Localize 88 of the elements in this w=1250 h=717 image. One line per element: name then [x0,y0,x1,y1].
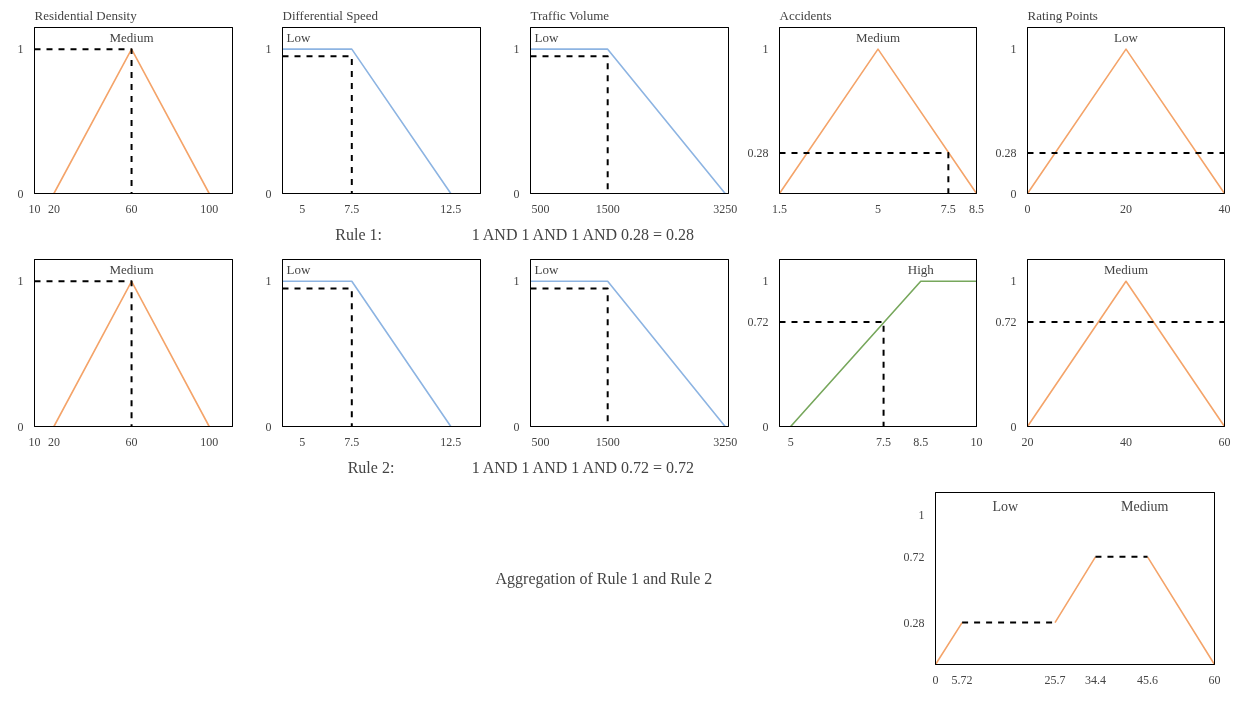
chart-title: Differential Speed [282,7,379,23]
series-label: Medium [855,29,901,45]
y-tick-label: 0 [265,419,272,434]
text: Aggregation of Rule 1 and Rule 2 [495,570,713,588]
y-tick-label: 1 [513,42,520,57]
x-tick-label: 60 [125,434,138,449]
x-tick-label: 5 [299,434,306,449]
y-tick-label: 1 [762,274,769,289]
y-tick-label: 0.72 [747,314,769,329]
y-tick-label: 0.28 [995,146,1017,161]
x-tick-label: 10 [28,201,41,216]
text: Rule 2: [347,459,395,476]
y-tick-label: 0 [17,419,24,434]
x-tick-label: 34.4 [1084,672,1106,687]
y-tick-label: 1 [1010,42,1017,57]
y-tick-label: 1 [918,507,925,522]
chart-title: Accidents [779,7,832,23]
y-tick-label: 1 [513,274,520,289]
x-tick-label: 3250 [713,434,738,449]
chart-title: Residential Density [34,7,138,23]
x-tick-label: 20 [47,201,60,216]
x-tick-label: 100 [200,434,219,449]
series-label: High [907,261,935,277]
x-tick-label: 1.5 [772,201,787,216]
chart-title: Traffic Volume [530,7,610,23]
series-label: Medium [109,261,154,277]
x-tick-label: 40 [1120,434,1132,449]
x-tick-label: 1500 [595,201,620,216]
x-tick-label: 5.72 [951,672,973,687]
x-tick-label: 0 [932,672,939,687]
y-tick-label: 1 [17,42,24,57]
x-tick-label: 500 [531,201,550,216]
x-tick-label: 25.7 [1044,672,1066,687]
y-tick-label: 1 [265,274,272,289]
x-tick-label: 7.5 [876,434,892,449]
x-tick-label: 3250 [713,201,738,216]
x-tick-label: 7.5 [344,434,360,449]
x-tick-label: 40 [1218,201,1231,216]
x-tick-label: 7.5 [940,201,956,216]
x-tick-label: 60 [1208,672,1221,687]
x-tick-label: 7.5 [344,201,360,216]
y-tick-label: 0.28 [747,146,769,161]
x-tick-label: 5 [875,201,881,216]
y-tick-label: 0.28 [903,615,925,630]
x-tick-label: 60 [125,201,138,216]
y-tick-label: 1 [265,42,272,57]
x-tick-label: 20 [1120,201,1132,216]
x-tick-label: 10 [28,434,41,449]
x-tick-label: 12.5 [440,201,462,216]
x-tick-label: 12.5 [440,434,462,449]
y-tick-label: 0 [265,186,272,201]
y-tick-label: 0 [762,419,769,434]
x-tick-label: 100 [200,201,219,216]
annotation: Medium [1121,498,1169,514]
x-tick-label: 45.6 [1137,672,1159,687]
series-label: Medium [109,29,154,45]
x-tick-label: 8.5 [913,434,929,449]
text: Rule 1: [335,226,382,243]
text: 1 AND 1 AND 1 AND 0.72 = 0.72 [471,459,695,476]
y-tick-label: 0.72 [903,549,925,564]
chart-title: Rating Points [1027,7,1098,23]
x-tick-label: 20 [1021,434,1034,449]
series-label: Low [534,29,559,45]
text: 1 AND 1 AND 1 AND 0.28 = 0.28 [471,226,695,243]
x-tick-label: 0 [1024,201,1031,216]
x-tick-label: 20 [47,434,60,449]
series-label: Medium [1103,261,1149,277]
y-tick-label: 0 [1010,419,1017,434]
y-tick-label: 0 [513,419,520,434]
series-label: Low [286,261,311,277]
x-tick-label: 500 [531,434,550,449]
y-tick-label: 1 [1010,274,1017,289]
y-tick-label: 0 [1010,186,1017,201]
y-tick-label: 0 [17,186,24,201]
y-tick-label: 0 [513,186,520,201]
x-tick-label: 5 [787,434,794,449]
y-tick-label: 1 [17,274,24,289]
x-tick-label: 1500 [595,434,620,449]
annotation: Low [992,498,1019,514]
x-tick-label: 5 [299,201,306,216]
series-label: Low [286,29,311,45]
series-label: Low [534,261,559,277]
series-label: Low [1114,29,1139,45]
x-tick-label: 60 [1218,434,1231,449]
x-tick-label: 8.5 [969,201,984,216]
y-tick-label: 1 [762,42,769,57]
y-tick-label: 0.72 [995,314,1017,329]
x-tick-label: 10 [970,434,983,449]
